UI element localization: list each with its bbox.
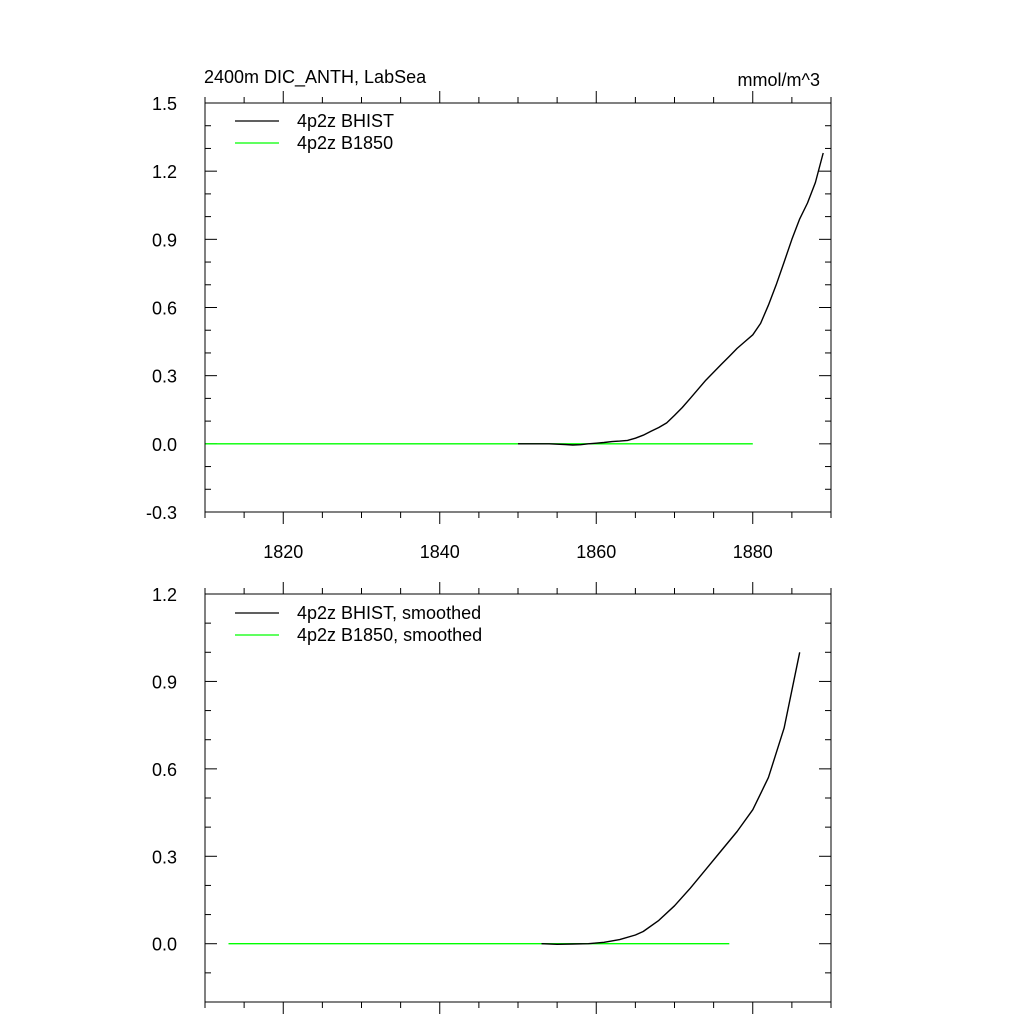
legend-label-bhist-smoothed: 4p2z BHIST, smoothed: [297, 603, 481, 623]
y-tick-label: 0.6: [152, 299, 177, 319]
y-tick-label: 0.9: [152, 672, 177, 692]
x-tick-label: 1840: [420, 542, 460, 562]
top-plot-area: 1820 1840 1860 1880 -0.3 0.0 0.3 0.6 0.9 1.2 1.5: [146, 91, 832, 562]
y-tick-label: 0.3: [152, 367, 177, 387]
y-tick-label: 1.2: [152, 585, 177, 605]
bottom-panel: 0.0 0.3 0.6 0.9 1.2 4p2z BHIST, smoothed 4p2…: [152, 582, 832, 1014]
y-tick-label: 1.5: [152, 94, 177, 114]
y-tick-label: 0.3: [152, 847, 177, 867]
y-tick-label: -0.3: [146, 503, 177, 523]
x-tick-label: 1880: [733, 542, 773, 562]
series-line-4p2z-bhist-smoothed: [541, 652, 801, 945]
y-tick-label: 0.6: [152, 760, 177, 780]
bottom-legend: 4p2z BHIST, smoothed 4p2z B1850, smoothe…: [235, 603, 482, 645]
bottom-plot-frame: [204, 593, 832, 1003]
x-tick-label: 1860: [576, 542, 616, 562]
y-tick-label: 1.2: [152, 162, 177, 182]
legend-label-b1850: 4p2z B1850: [297, 133, 393, 153]
legend-label-b1850-smoothed: 4p2z B1850, smoothed: [297, 625, 482, 645]
top-plot-frame: [204, 102, 832, 513]
chart-title: 2400m DIC_ANTH, LabSea: [204, 67, 427, 88]
series-line-4p2z-bhist: [518, 152, 824, 446]
y-tick-label: 0.0: [152, 935, 177, 955]
bottom-plot-area: 0.0 0.3 0.6 0.9 1.2: [152, 582, 832, 1014]
legend-label-bhist: 4p2z BHIST: [297, 111, 394, 131]
top-legend: 4p2z BHIST 4p2z B1850: [235, 111, 394, 153]
y-tick-label: 0.0: [152, 435, 177, 455]
y-tick-label: 0.9: [152, 230, 177, 250]
units-label: mmol/m^3: [738, 70, 820, 90]
top-panel: 2400m DIC_ANTH, LabSea mmol/m^3 1820 1840…: [146, 67, 832, 562]
x-tick-label: 1820: [263, 542, 303, 562]
